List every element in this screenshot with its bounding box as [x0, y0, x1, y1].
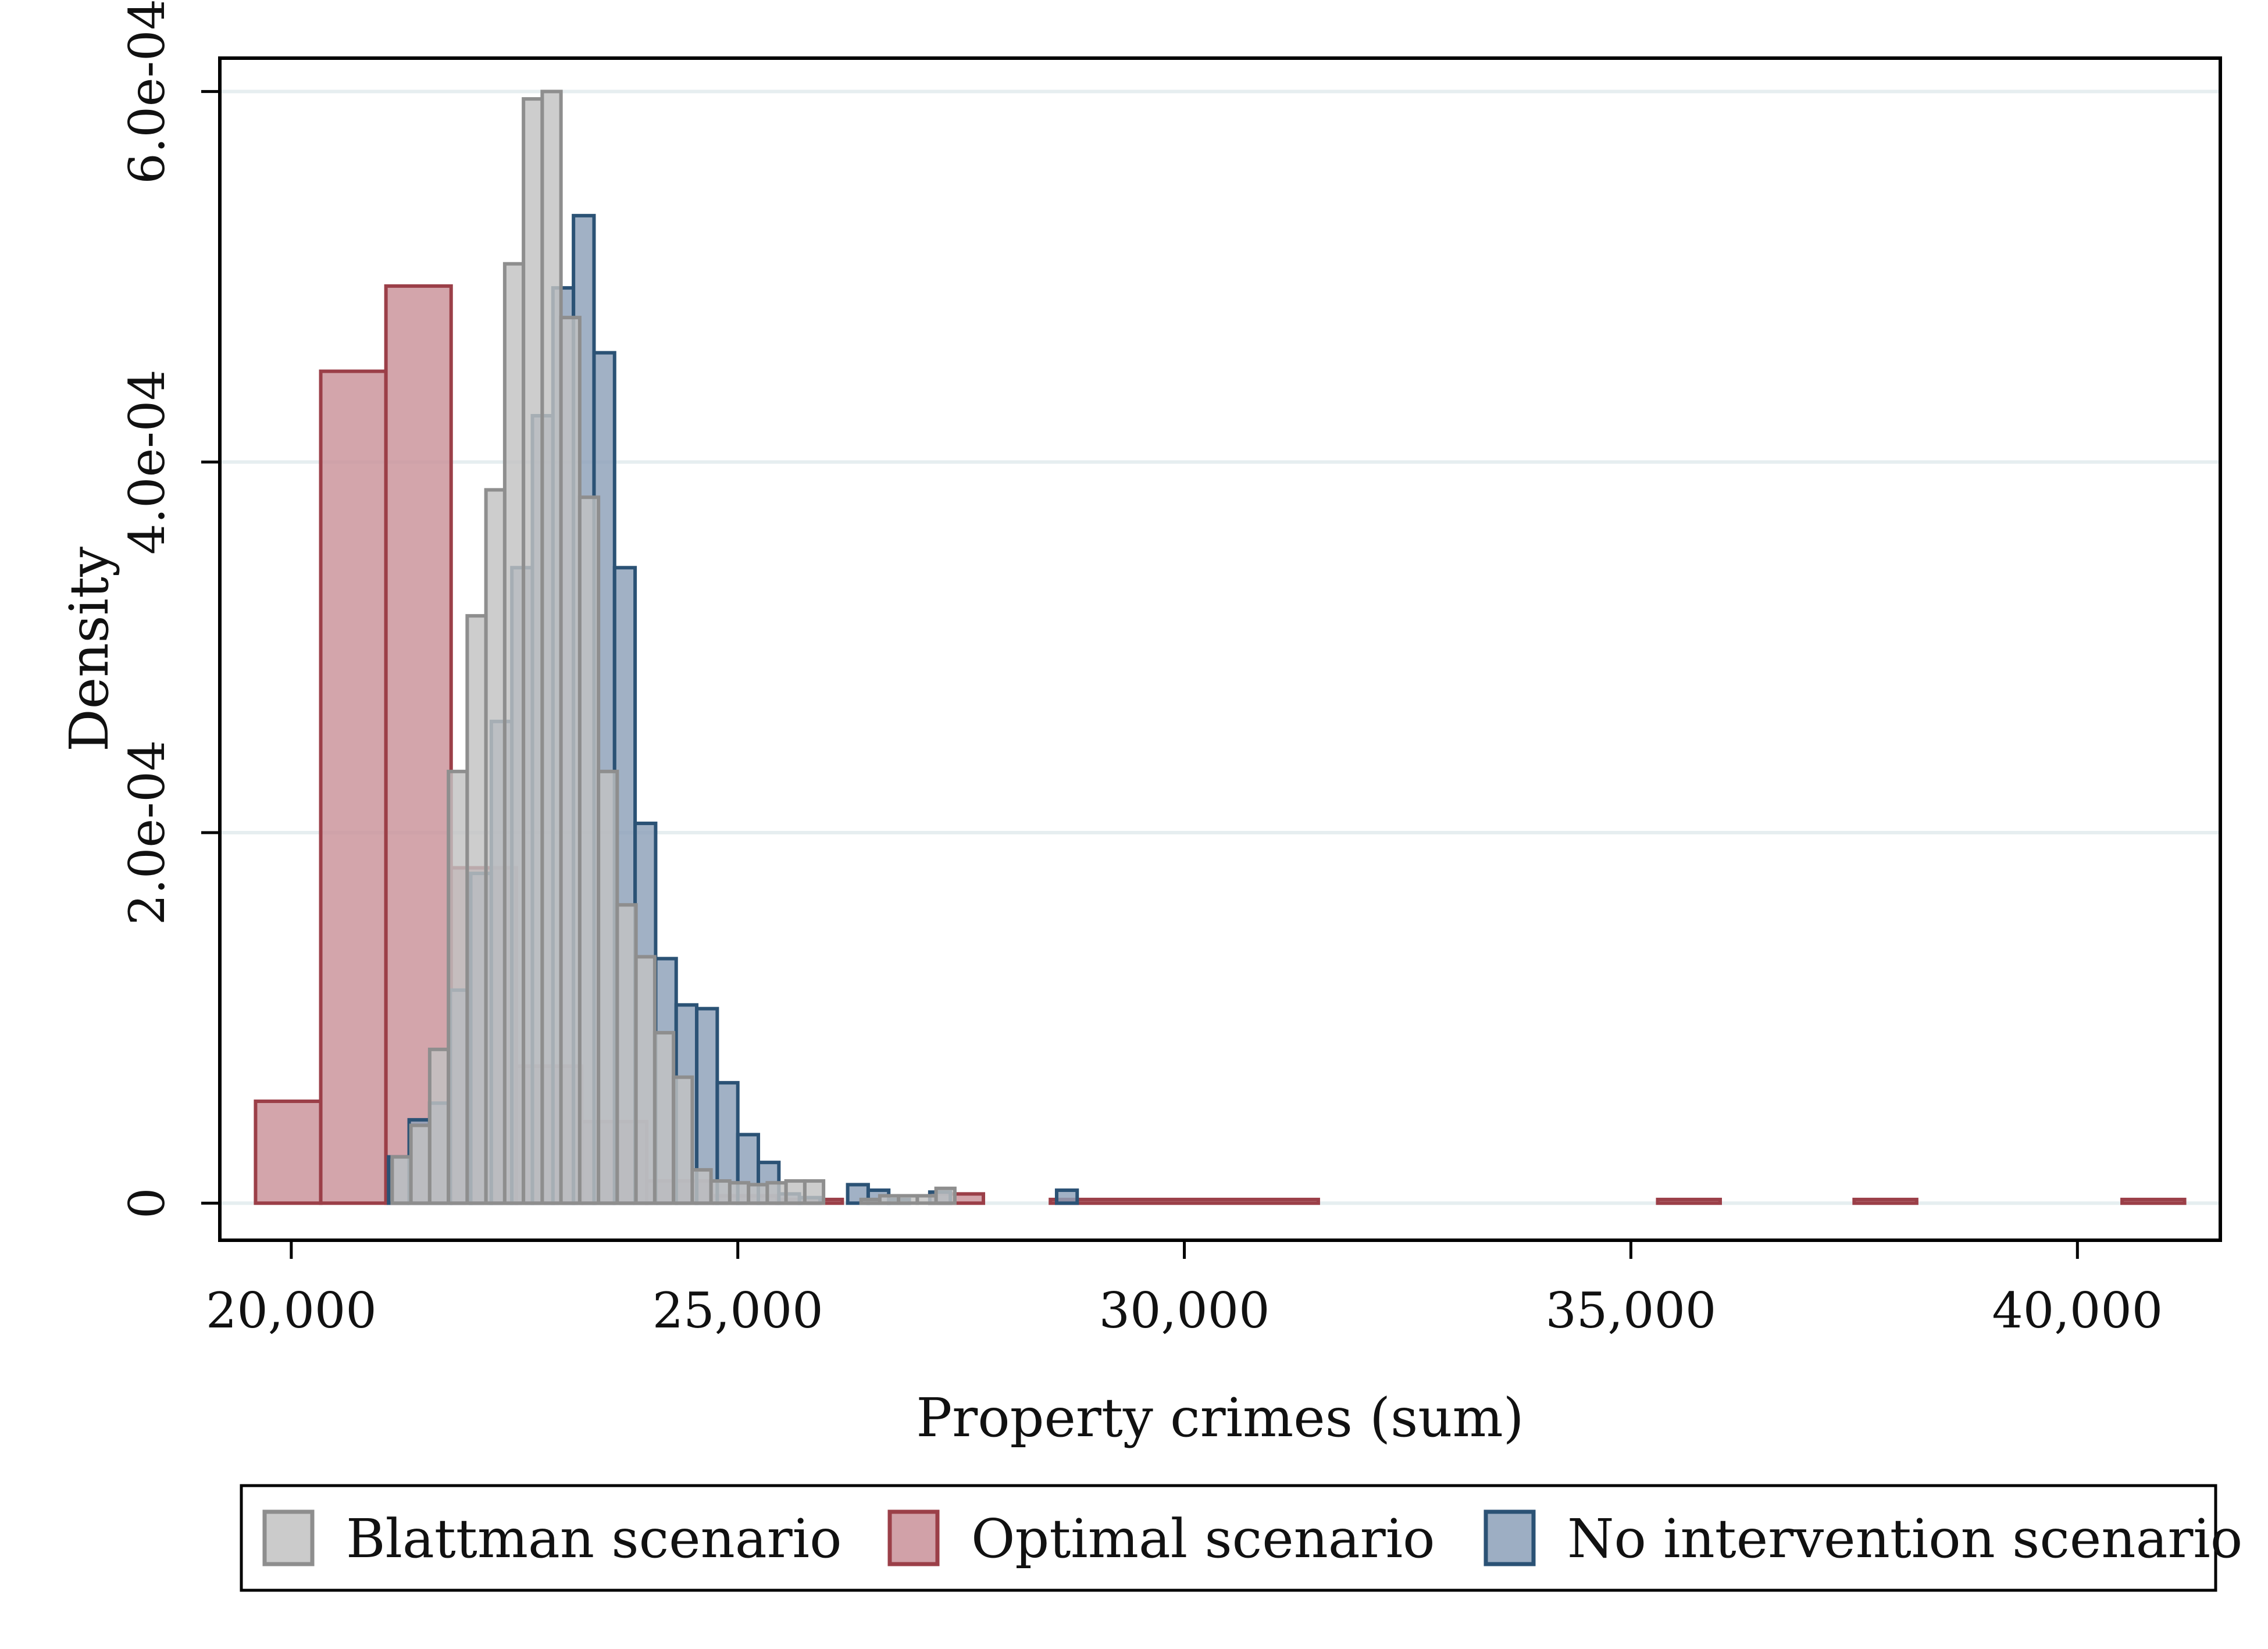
histogram-bar: [615, 903, 638, 1205]
legend-label: Optimal scenario: [971, 1508, 1435, 1570]
y-tick-label: 0: [119, 1188, 176, 1219]
histogram-bar: [1852, 1197, 1918, 1205]
histogram-bar: [652, 1031, 676, 1205]
histogram-bar: [465, 614, 488, 1205]
histogram-bar: [709, 1179, 732, 1205]
y-tick-label: 4.0e-04: [119, 369, 176, 555]
histogram-bar: [728, 1181, 751, 1205]
y-axis-title: Density: [58, 547, 120, 752]
x-tick-label: 30,000: [1099, 1282, 1270, 1339]
histogram-bar: [897, 1194, 919, 1205]
legend-label: Blattman scenario: [346, 1508, 841, 1570]
histogram-bar: [597, 769, 619, 1205]
x-tick-label: 35,000: [1545, 1282, 1716, 1339]
histogram-bar: [577, 495, 601, 1205]
histogram-bars: [254, 90, 2187, 1205]
x-axis: 20,000 25,000 30,000 35,000 40,000: [206, 1240, 2163, 1339]
histogram-bar: [502, 262, 526, 1205]
histogram-bar: [803, 1179, 826, 1205]
legend-swatch: [262, 1509, 315, 1566]
histogram-bar: [522, 97, 544, 1205]
histogram-bar: [1054, 1188, 1079, 1205]
histogram-bar: [747, 1183, 769, 1205]
plot-frame: [218, 56, 2222, 1242]
histogram-bar: [878, 1194, 901, 1205]
histogram-bar: [2120, 1197, 2187, 1205]
x-axis-title: Property crimes (sum): [916, 1387, 1524, 1449]
histogram-bar: [859, 1197, 882, 1205]
legend: Blattman scenario Optimal scenario No inte…: [240, 1484, 2242, 1592]
histogram-bar: [484, 488, 507, 1205]
histogram-bar: [784, 1179, 807, 1205]
histogram-bar: [634, 955, 657, 1205]
y-axis: 0 2.0e-04 4.0e-04 6.0e-04: [119, 0, 220, 1219]
legend-label: No intervention scenario: [1567, 1508, 2242, 1570]
series-2: [390, 90, 957, 1205]
legend-swatch: [887, 1509, 940, 1566]
histogram-bar: [559, 316, 582, 1205]
x-tick-label: 25,000: [652, 1282, 823, 1339]
histogram-bar: [390, 1155, 413, 1205]
legend-box: [240, 1484, 2217, 1592]
histogram-bar: [934, 1186, 957, 1205]
histogram-bar: [1656, 1197, 1722, 1205]
histogram-bar: [672, 1075, 694, 1205]
y-tick-label: 2.0e-04: [119, 740, 176, 926]
legend-swatch: [1484, 1509, 1536, 1566]
histogram-bar: [1049, 1197, 1320, 1205]
histogram-bar: [427, 1047, 451, 1205]
histogram-bar: [765, 1181, 788, 1205]
x-tick-label: 20,000: [206, 1282, 377, 1339]
histogram-bar: [319, 369, 388, 1205]
y-tick-label: 6.0e-04: [119, 0, 176, 184]
histogram-bar: [447, 769, 469, 1205]
histogram-bar: [690, 1168, 713, 1205]
x-tick-label: 40,000: [1992, 1282, 2163, 1339]
histogram-bar: [254, 1100, 323, 1205]
histogram-bar: [540, 90, 563, 1205]
histogram-bar: [409, 1123, 432, 1205]
histogram-bar: [915, 1194, 938, 1205]
